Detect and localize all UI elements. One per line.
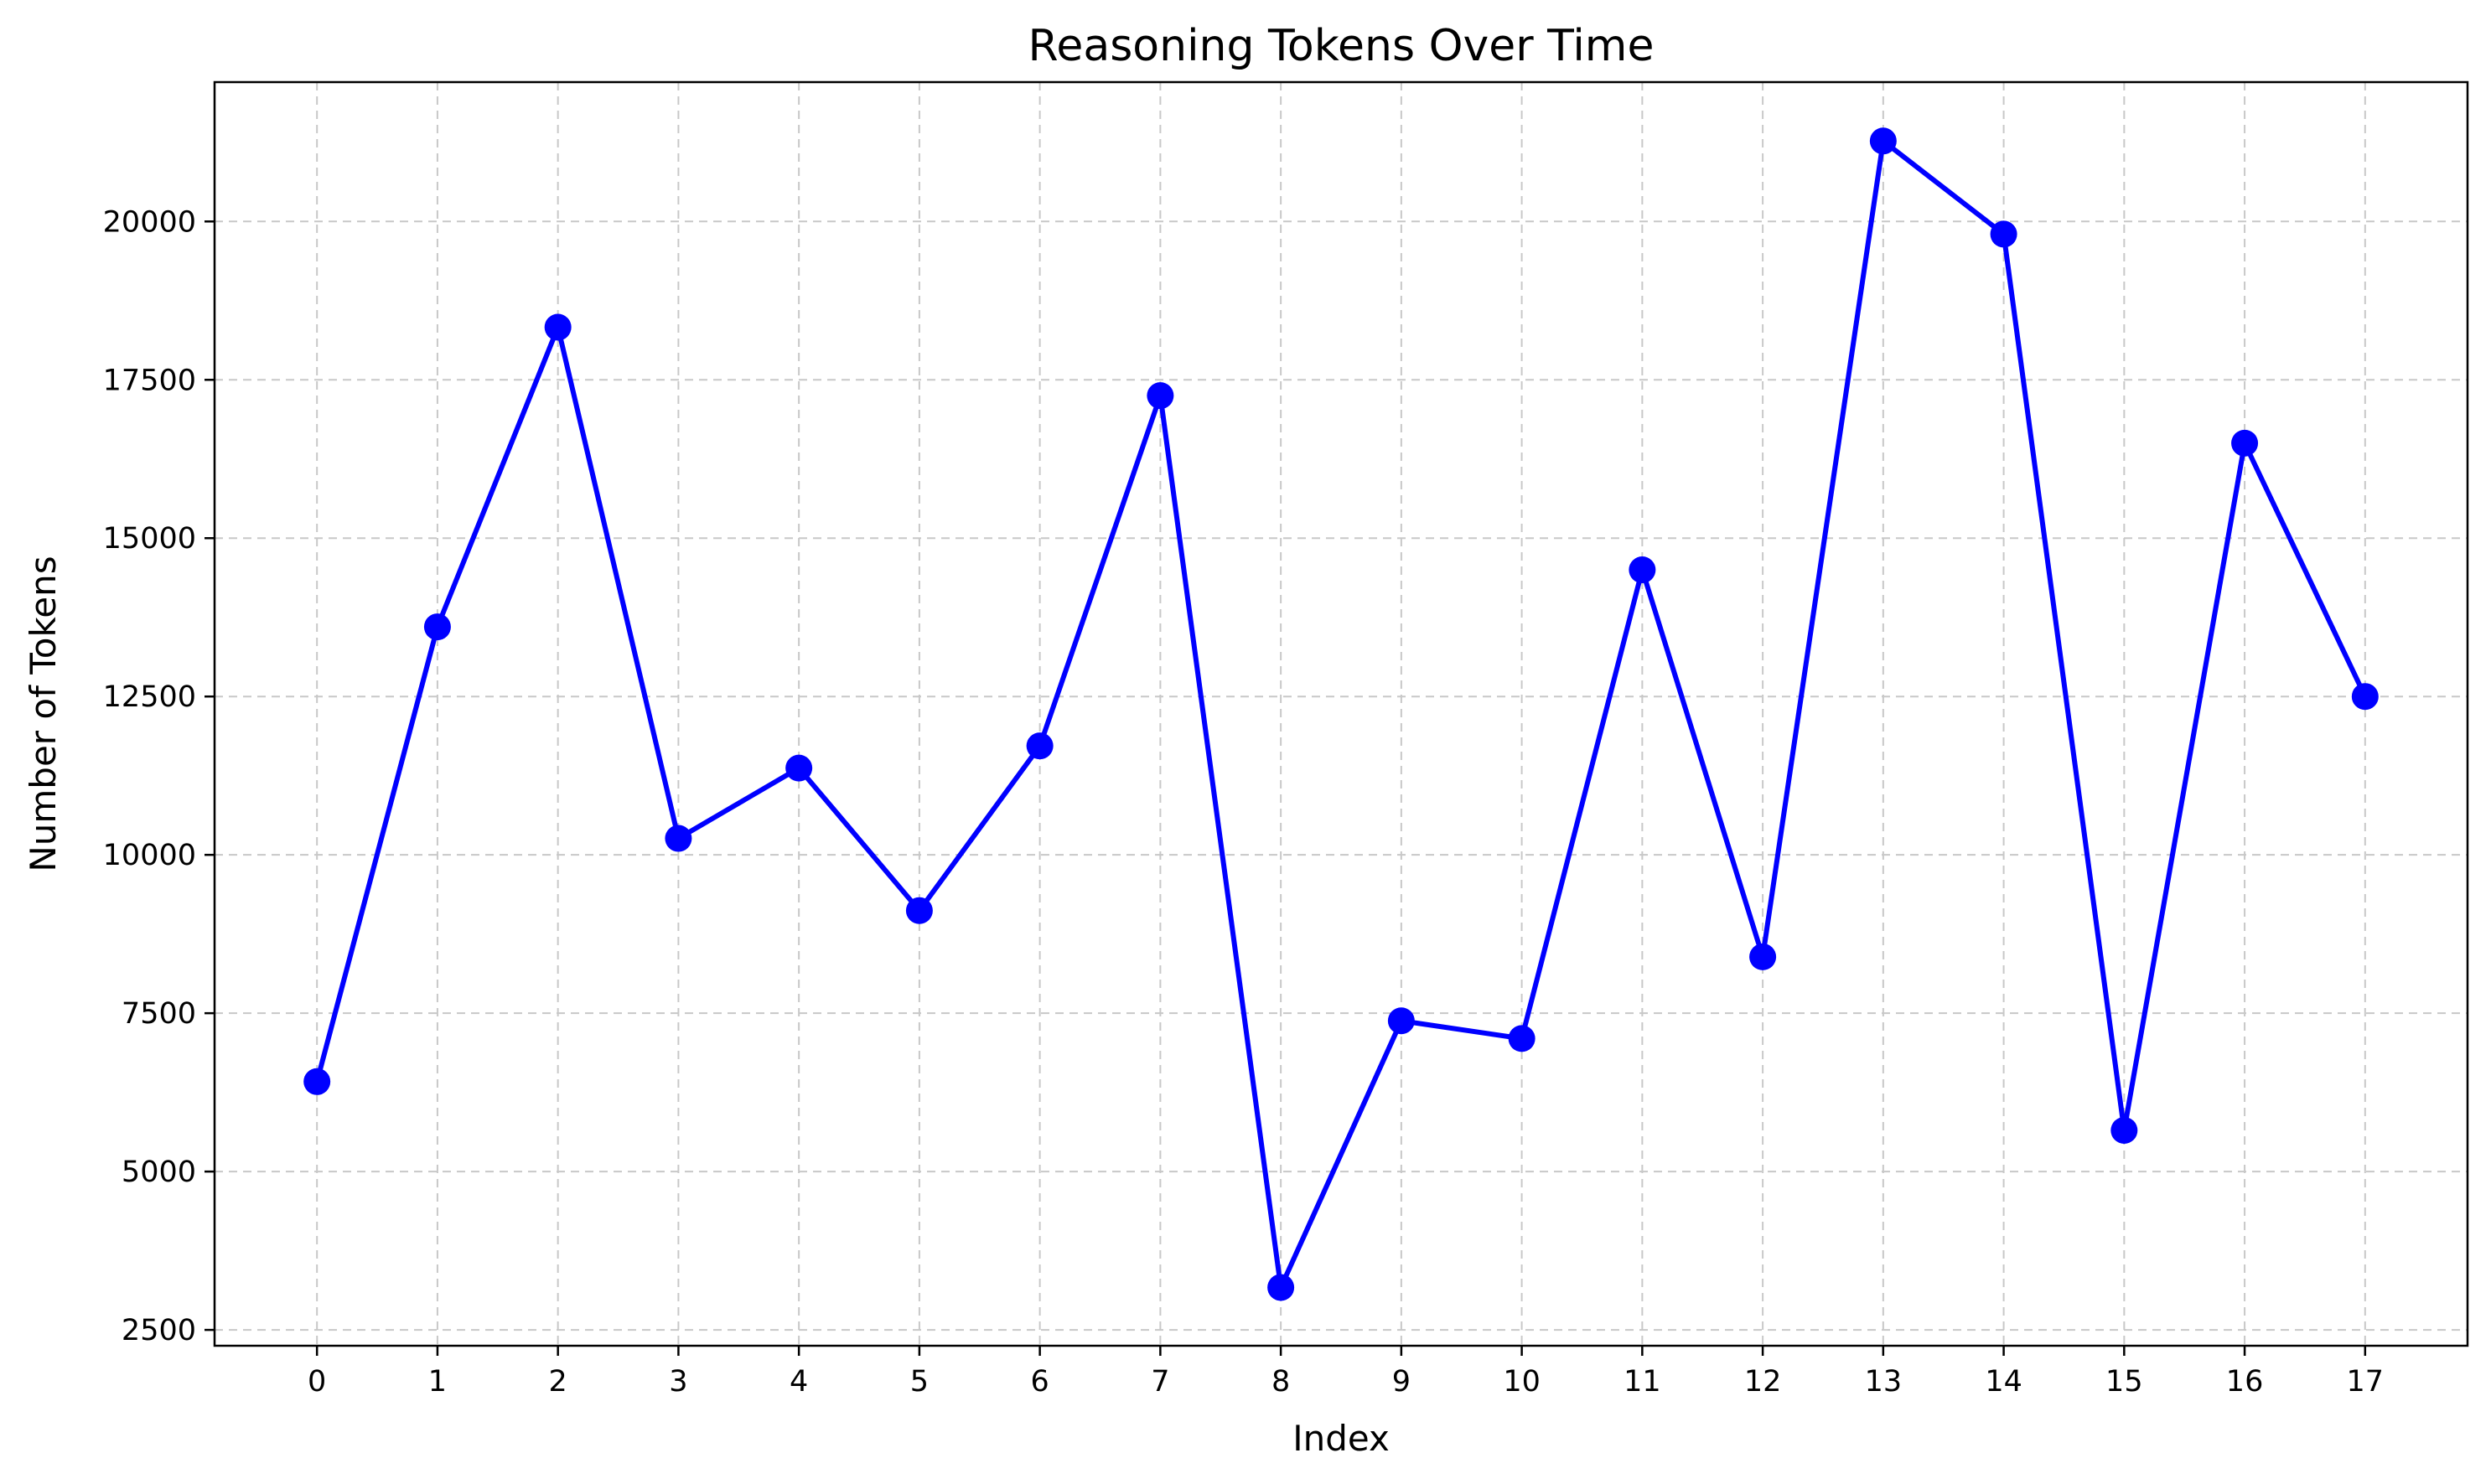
x-tick-label: 10 <box>1503 1365 1541 1399</box>
chart-title: Reasoning Tokens Over Time <box>1028 21 1655 71</box>
y-tick-label: 17500 <box>103 364 196 397</box>
data-point <box>1147 382 1174 410</box>
x-tick-label: 12 <box>1744 1365 1782 1399</box>
x-tick-label: 11 <box>1624 1365 1661 1399</box>
data-point <box>423 613 451 641</box>
x-tick-label: 13 <box>1865 1365 1903 1399</box>
y-tick-label: 10000 <box>103 839 196 872</box>
data-point <box>905 897 933 924</box>
data-point <box>544 313 572 341</box>
x-tick-label: 14 <box>1985 1365 2022 1399</box>
y-axis-ticks: 2500 5000 7500 10000 12500 15000 17500 20000 <box>103 205 215 1347</box>
series-layer <box>303 127 2379 1301</box>
data-point <box>785 754 813 782</box>
x-axis-label: Index <box>1292 1418 1390 1459</box>
data-point <box>1508 1025 1536 1052</box>
y-tick-label: 7500 <box>122 997 196 1031</box>
x-axis-ticks: 0 1 2 3 4 5 6 7 8 9 10 11 12 13 14 15 16 17 <box>308 1346 2384 1399</box>
data-point <box>1267 1274 1295 1301</box>
y-tick-label: 5000 <box>122 1156 196 1189</box>
data-point <box>665 825 692 852</box>
x-tick-label: 9 <box>1392 1365 1411 1399</box>
x-tick-label: 7 <box>1151 1365 1169 1399</box>
plot-frame <box>213 80 2469 1347</box>
x-tick-label: 1 <box>428 1365 447 1399</box>
data-point <box>2110 1116 2138 1144</box>
x-tick-label: 15 <box>2105 1365 2143 1399</box>
grid-lines <box>215 82 2468 1346</box>
data-point <box>2351 683 2379 711</box>
x-tick-label: 5 <box>910 1365 929 1399</box>
data-point <box>1749 943 1777 970</box>
x-tick-label: 16 <box>2226 1365 2264 1399</box>
data-point <box>1629 556 1656 584</box>
x-tick-label: 4 <box>790 1365 808 1399</box>
y-axis-label: Number of Tokens <box>23 556 64 871</box>
x-tick-label: 6 <box>1031 1365 1049 1399</box>
series-line <box>314 138 2368 1290</box>
x-tick-label: 17 <box>2347 1365 2385 1399</box>
data-point <box>2231 429 2259 457</box>
x-tick-label: 2 <box>549 1365 567 1399</box>
x-tick-label: 3 <box>669 1365 687 1399</box>
data-point <box>1990 220 2017 248</box>
data-point <box>1869 127 1897 155</box>
y-tick-label: 15000 <box>103 522 196 556</box>
data-point <box>303 1068 331 1095</box>
y-tick-label: 2500 <box>122 1314 196 1347</box>
x-tick-label: 0 <box>308 1365 326 1399</box>
data-point <box>1026 732 1054 760</box>
data-point <box>1387 1007 1415 1035</box>
x-tick-label: 8 <box>1271 1365 1290 1399</box>
y-tick-label: 12500 <box>103 680 196 714</box>
y-tick-label: 20000 <box>103 205 196 239</box>
